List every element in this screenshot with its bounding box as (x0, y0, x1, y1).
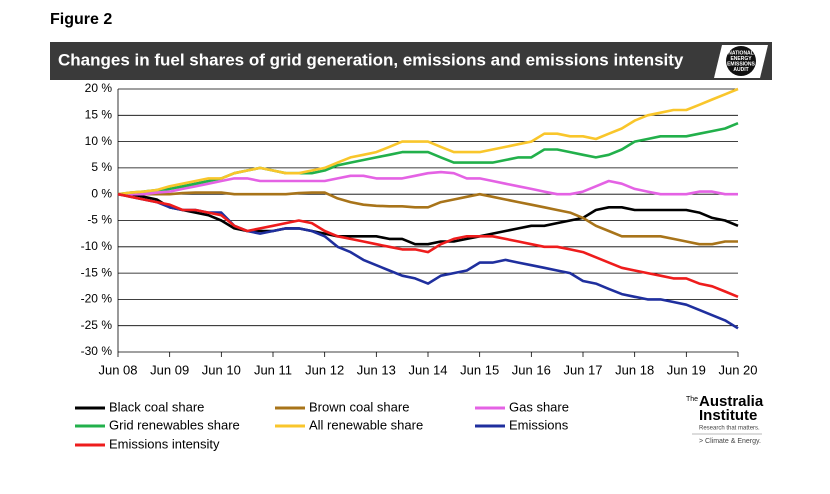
badge-text: AUDIT (733, 67, 748, 73)
series-line (118, 191, 738, 246)
legend-label: Emissions intensity (109, 436, 220, 451)
badge-text: ENERGY (730, 56, 752, 62)
legend-label: Emissions (509, 417, 569, 432)
x-tick-label: Jun 20 (718, 362, 757, 377)
x-tick-label: Jun 17 (563, 362, 602, 377)
badge-text: NATIONAL (728, 50, 753, 56)
x-tick-label: Jun 14 (408, 362, 447, 377)
x-tick-label: Jun 15 (460, 362, 499, 377)
series-line (118, 170, 738, 196)
legend-label: Grid renewables share (109, 417, 240, 432)
logo-program: > Climate & Energy. (699, 438, 761, 445)
logo-prefix: The (686, 396, 698, 403)
series-line (117, 87, 739, 196)
badge-circle (726, 46, 756, 76)
y-tick-label: -30 % (81, 344, 113, 358)
x-tick-label: Jun 11 (254, 362, 292, 377)
y-tick-label: -15 % (81, 265, 113, 279)
x-tick-label: Jun 18 (615, 362, 654, 377)
y-tick-label: 15 % (85, 107, 113, 121)
logo-tagline: Research that matters. (699, 426, 760, 432)
x-tick-label: Jun 13 (357, 362, 396, 377)
series-line (117, 192, 739, 330)
series-line (118, 192, 739, 246)
y-tick-label: -5 % (87, 213, 112, 227)
y-tick-label: 5 % (91, 160, 112, 174)
series-line (117, 192, 739, 299)
figure-label: Figure 2 (50, 11, 112, 28)
y-tick-label: -10 % (81, 239, 113, 253)
x-tick-label: Jun 10 (202, 362, 241, 377)
title-banner (50, 42, 772, 80)
x-tick-label: Jun 08 (98, 362, 137, 377)
y-tick-label: 0 % (91, 186, 112, 200)
y-tick-label: 20 % (85, 81, 113, 95)
badge-text: EMISSIONS (727, 61, 755, 67)
logo-name: Institute (699, 407, 757, 424)
legend-label: Gas share (509, 399, 569, 414)
x-tick-label: Jun 09 (150, 362, 189, 377)
logo-name: Australia (699, 393, 764, 410)
y-tick-label: -20 % (81, 292, 113, 306)
legend-label: Black coal share (109, 399, 204, 414)
legend-label: Brown coal share (309, 399, 409, 414)
x-tick-label: Jun 12 (305, 362, 344, 377)
x-tick-label: Jun 16 (512, 362, 551, 377)
y-tick-label: -25 % (81, 318, 113, 332)
legend-label: All renewable share (309, 417, 423, 432)
x-tick-label: Jun 19 (667, 362, 706, 377)
chart-title: Changes in fuel shares of grid generatio… (58, 50, 684, 69)
y-tick-label: 10 % (85, 134, 113, 148)
